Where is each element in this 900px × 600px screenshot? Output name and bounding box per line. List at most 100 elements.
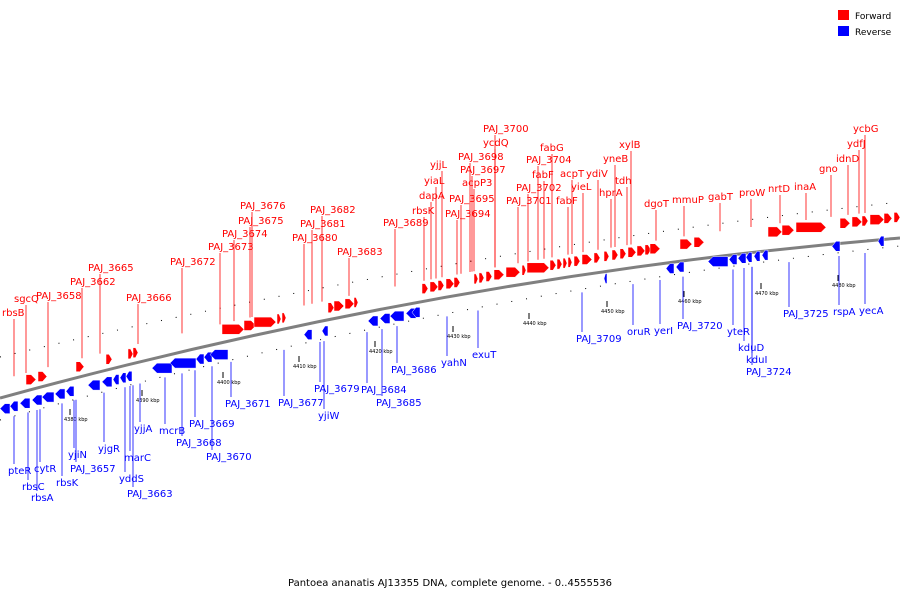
forward-gene-arrow bbox=[429, 281, 439, 293]
reverse-gene-arrow bbox=[87, 379, 101, 391]
forward-gene-arrow bbox=[861, 215, 869, 227]
forward-gene-arrow bbox=[327, 302, 335, 313]
forward-gene-arrow bbox=[851, 216, 863, 228]
forward-gene-label: PAJ_3698 bbox=[458, 152, 504, 163]
reverse-gene-arrow bbox=[209, 349, 229, 360]
legend: Forward Reverse bbox=[838, 10, 892, 38]
forward-gene-label: PAJ_3702 bbox=[516, 183, 562, 194]
forward-gene-arrow bbox=[437, 280, 445, 291]
reverse-gene-arrow bbox=[41, 391, 55, 403]
reverse-gene-label: PAJ_3684 bbox=[361, 385, 407, 396]
tick-label: 4460 kbp bbox=[678, 299, 702, 305]
reverse-gene-arrow bbox=[169, 357, 197, 369]
reverse-gene-label: rspA bbox=[833, 307, 856, 318]
forward-gene-arrow bbox=[767, 226, 783, 238]
reverse-gene-label: PAJ_3685 bbox=[376, 398, 422, 409]
reverse-gene-arrow bbox=[728, 254, 738, 265]
forward-gene-arrow bbox=[478, 272, 485, 284]
tick-label: 4430 kbp bbox=[447, 334, 471, 340]
forward-gene-label: acpT bbox=[560, 169, 585, 180]
reverse-gene-arrow bbox=[19, 397, 31, 409]
forward-gene-arrow bbox=[526, 262, 550, 274]
forward-gene-label: PAJ_3680 bbox=[292, 233, 338, 244]
forward-gene-label: gno bbox=[819, 164, 838, 175]
reverse-gene-arrow bbox=[831, 241, 841, 252]
legend-forward-swatch bbox=[838, 10, 849, 20]
reverse-gene-arrow bbox=[0, 403, 11, 414]
reverse-gene-label: yjiW bbox=[318, 411, 339, 422]
reverse-gene-label: kduI bbox=[746, 355, 767, 366]
reverse-gene-arrow bbox=[411, 307, 421, 318]
forward-gene-arrow bbox=[581, 254, 593, 265]
reverse-gene-label: PAJ_3677 bbox=[278, 398, 324, 409]
forward-gene-label: PAJ_3697 bbox=[460, 165, 506, 176]
forward-gene-label: yieL bbox=[571, 182, 592, 193]
forward-gene-arrow bbox=[75, 361, 85, 372]
reverse-gene-arrow bbox=[31, 394, 43, 406]
forward-gene-label: sgcQ bbox=[14, 294, 39, 305]
reverse-guide-track bbox=[0, 245, 900, 421]
reverse-gene-label: rbsK bbox=[56, 478, 79, 489]
reverse-gene-label: rbsC bbox=[22, 482, 45, 493]
forward-gene-label: PAJ_3683 bbox=[337, 247, 383, 258]
forward-gene-label: dapA bbox=[419, 191, 445, 202]
forward-gene-arrow bbox=[243, 320, 257, 331]
forward-gene-arrow bbox=[421, 283, 429, 294]
reverse-gene-arrow bbox=[151, 362, 173, 374]
reverse-gene-arrow bbox=[389, 310, 405, 322]
forward-gene-label: gabT bbox=[708, 192, 734, 203]
forward-gene-arrow bbox=[593, 252, 601, 264]
reverse-gene-label: PAJ_3686 bbox=[391, 365, 437, 376]
reverse-gene-label: yjgR bbox=[98, 444, 120, 455]
reverse-gene-arrow bbox=[745, 252, 753, 263]
reverse-gene-arrow bbox=[125, 371, 133, 382]
reverse-gene-arrow bbox=[761, 249, 769, 261]
reverse-gene-arrow bbox=[101, 376, 113, 388]
forward-gene-arrow bbox=[132, 347, 139, 358]
forward-gene-label: PAJ_3672 bbox=[170, 257, 216, 268]
map-title: Pantoea ananatis AJ13355 DNA, complete g… bbox=[288, 578, 612, 589]
legend-reverse-swatch bbox=[838, 26, 849, 36]
reverse-gene-label: yahN bbox=[441, 358, 467, 369]
reverse-gene-arrow bbox=[707, 256, 729, 267]
reverse-gene-arrow bbox=[603, 273, 608, 284]
forward-gene-label: xylB bbox=[619, 140, 641, 151]
forward-gene-arrow bbox=[567, 257, 573, 268]
reverse-gene-arrow bbox=[321, 325, 329, 337]
reverse-gene-arrow bbox=[65, 386, 75, 397]
reverse-gene-label: exuT bbox=[472, 350, 497, 361]
reverse-gene-label: yecA bbox=[859, 306, 884, 317]
forward-gene-arrow bbox=[556, 258, 563, 270]
reverse-gene-label: PAJ_3720 bbox=[677, 321, 723, 332]
forward-gene-label: tdh bbox=[615, 176, 632, 187]
reverse-gene-arrow bbox=[675, 261, 685, 273]
forward-gene-label: fabG bbox=[540, 143, 564, 154]
tick-label: 4440 kbp bbox=[523, 321, 547, 327]
reverse-gene-label: cytR bbox=[34, 464, 56, 475]
tick-label: 4390 kbp bbox=[136, 398, 160, 404]
reverse-gene-arrow bbox=[665, 263, 675, 274]
legend-forward-label: Forward bbox=[855, 12, 891, 22]
forward-gene-arrow bbox=[893, 212, 900, 223]
reverse-gene-arrow bbox=[195, 353, 205, 365]
forward-gene-label: PAJ_3700 bbox=[483, 124, 529, 135]
forward-gene-arrow bbox=[611, 249, 619, 261]
reverse-gene-arrow bbox=[877, 235, 885, 247]
forward-gene-arrow bbox=[25, 374, 37, 385]
reverse-gene-label: PAJ_3669 bbox=[189, 419, 235, 430]
forward-gene-label: PAJ_3666 bbox=[126, 293, 172, 304]
reverse-gene-arrow bbox=[112, 374, 120, 385]
forward-gene-label: PAJ_3674 bbox=[222, 229, 268, 240]
forward-gene-arrow bbox=[869, 214, 885, 225]
reverse-gene-arrow bbox=[303, 329, 313, 340]
forward-gene-label: rbsK bbox=[412, 206, 435, 217]
reverse-gene-label: PAJ_3679 bbox=[314, 384, 360, 395]
forward-gene-label: PAJ_3658 bbox=[36, 291, 82, 302]
forward-gene-label: inaA bbox=[794, 182, 816, 193]
forward-gene-arrow bbox=[636, 245, 646, 257]
forward-gene-arrow bbox=[473, 273, 479, 285]
forward-gene-arrow bbox=[649, 243, 661, 255]
forward-gene-arrow bbox=[221, 324, 245, 335]
label-leaders bbox=[13, 135, 866, 491]
